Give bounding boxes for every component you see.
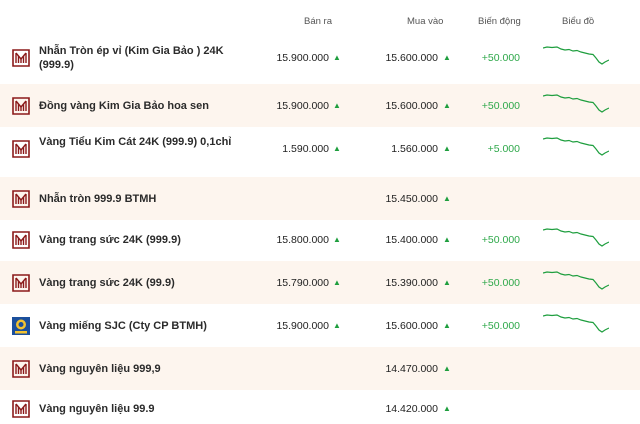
header-sell: Bán ra: [304, 16, 332, 27]
sell-up-arrow-icon: ▲: [333, 277, 341, 287]
buy-price: 15.450.000: [385, 192, 438, 205]
buy-price: 15.400.000: [385, 233, 438, 246]
sell-up-arrow-icon: ▲: [333, 52, 341, 62]
buy-price: 14.420.000: [385, 402, 438, 415]
sell-price: 15.900.000: [276, 99, 329, 112]
trend-sparkline: [543, 270, 609, 290]
btmh-logo-icon: [12, 230, 30, 249]
table-row: Vàng trang sức 24K (999.9) 15.800.000 ▲ 15.…: [0, 218, 640, 261]
price-change: +50.000: [481, 51, 520, 64]
table-row: Vàng trang sức 24K (99.9) 15.790.000 ▲ 15.3…: [0, 261, 640, 304]
price-change: +5.000: [487, 142, 520, 155]
buy-up-arrow-icon: ▲: [443, 234, 451, 244]
trend-sparkline: [543, 136, 609, 156]
table-row: Vàng Tiểu Kim Cát 24K (999.9) 0,1chỉ 1.59…: [0, 127, 640, 170]
buy-price: 15.600.000: [385, 99, 438, 112]
sell-price: 15.800.000: [276, 233, 329, 246]
sell-up-arrow-icon: ▲: [333, 234, 341, 244]
buy-price: 14.470.000: [385, 362, 438, 375]
price-change: +50.000: [481, 319, 520, 332]
trend-sparkline: [543, 227, 609, 247]
table-row: Vàng nguyên liệu 999,9 14.470.000 ▲: [0, 347, 640, 390]
table-row: Vàng miếng SJC (Cty CP BTMH) 15.900.000 ▲ 1…: [0, 304, 640, 347]
table-row: Nhẫn Tròn ép vỉ (Kim Gia Bảo ) 24K (999.…: [0, 36, 640, 79]
sell-price: 15.790.000: [276, 276, 329, 289]
buy-up-arrow-icon: ▲: [443, 320, 451, 330]
trend-sparkline: [543, 93, 609, 113]
trend-sparkline: [543, 313, 609, 333]
btmh-logo-icon: [12, 399, 30, 418]
product-name[interactable]: Vàng Tiểu Kim Cát 24K (999.9) 0,1chỉ: [39, 135, 232, 148]
buy-up-arrow-icon: ▲: [443, 100, 451, 110]
sell-price: 15.900.000: [276, 319, 329, 332]
product-name[interactable]: Vàng nguyên liệu 99.9: [39, 402, 155, 415]
trend-sparkline: [543, 45, 609, 65]
table-row: Vàng nguyên liệu 99.9 14.420.000 ▲: [0, 387, 640, 424]
header-change: Biến động: [478, 16, 521, 27]
sell-up-arrow-icon: ▲: [333, 100, 341, 110]
price-change: +50.000: [481, 99, 520, 112]
btmh-logo-icon: [12, 48, 30, 67]
btmh-logo-icon: [12, 273, 30, 292]
sell-price: 1.590.000: [282, 142, 329, 155]
product-name[interactable]: Vàng trang sức 24K (99.9): [39, 276, 175, 289]
product-name[interactable]: Vàng trang sức 24K (999.9): [39, 233, 181, 246]
btmh-logo-icon: [12, 139, 30, 158]
buy-up-arrow-icon: ▲: [443, 193, 451, 203]
buy-up-arrow-icon: ▲: [443, 277, 451, 287]
btmh-logo-icon: [12, 96, 30, 115]
btmh-logo-icon: [12, 189, 30, 208]
buy-price: 15.600.000: [385, 319, 438, 332]
buy-up-arrow-icon: ▲: [443, 52, 451, 62]
sjc-logo-icon: [12, 316, 30, 335]
table-row: Nhẫn tròn 999.9 BTMH 15.450.000 ▲: [0, 177, 640, 220]
btmh-logo-icon: [12, 359, 30, 378]
sell-price: 15.900.000: [276, 51, 329, 64]
sell-up-arrow-icon: ▲: [333, 143, 341, 153]
table-header: Bán ra Mua vào Biến động Biểu đồ: [0, 0, 640, 36]
header-chart: Biểu đồ: [562, 16, 595, 27]
sell-up-arrow-icon: ▲: [333, 320, 341, 330]
table-row: Đồng vàng Kim Gia Bảo hoa sen 15.900.000 ▲…: [0, 84, 640, 127]
product-name[interactable]: Đồng vàng Kim Gia Bảo hoa sen: [39, 99, 209, 112]
header-buy: Mua vào: [407, 16, 444, 27]
buy-up-arrow-icon: ▲: [443, 403, 451, 413]
product-name[interactable]: Nhẫn Tròn ép vỉ (Kim Gia Bảo ) 24K (999.…: [39, 44, 224, 71]
product-name[interactable]: Vàng miếng SJC (Cty CP BTMH): [39, 319, 207, 332]
buy-up-arrow-icon: ▲: [443, 363, 451, 373]
buy-price: 15.600.000: [385, 51, 438, 64]
buy-up-arrow-icon: ▲: [443, 143, 451, 153]
buy-price: 15.390.000: [385, 276, 438, 289]
price-change: +50.000: [481, 276, 520, 289]
product-name[interactable]: Vàng nguyên liệu 999,9: [39, 362, 161, 375]
buy-price: 1.560.000: [391, 142, 438, 155]
price-change: +50.000: [481, 233, 520, 246]
product-name[interactable]: Nhẫn tròn 999.9 BTMH: [39, 192, 157, 205]
